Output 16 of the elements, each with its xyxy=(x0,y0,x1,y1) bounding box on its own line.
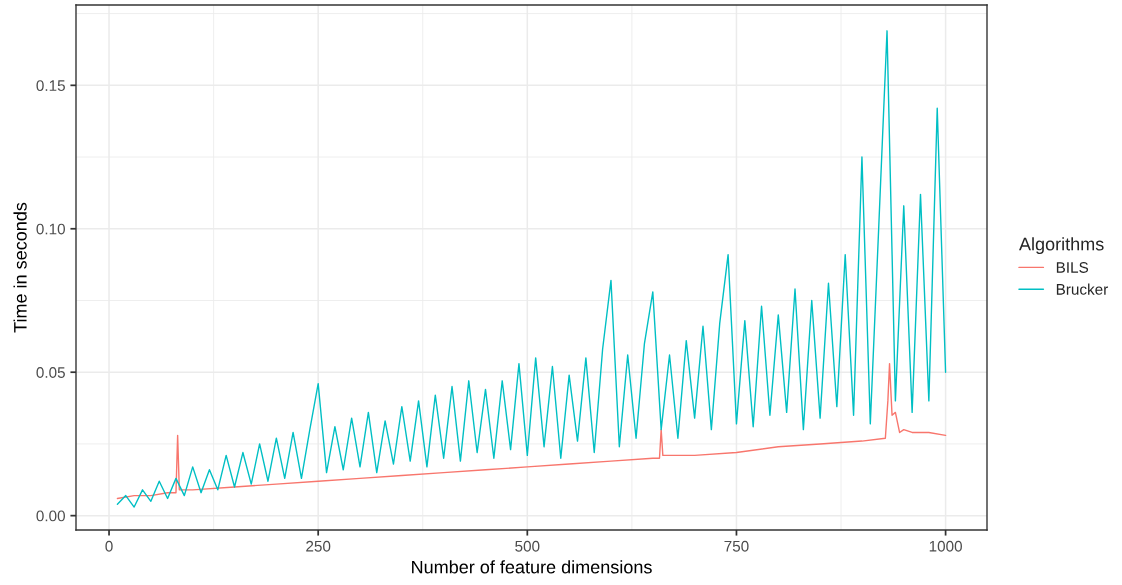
legend-title: Algorithms xyxy=(1019,237,1104,255)
x-tick-label: 500 xyxy=(515,540,540,552)
x-tick-label: 0 xyxy=(105,540,113,552)
legend-label: BILS xyxy=(1056,262,1089,273)
y-tick-label: 0.10 xyxy=(36,223,65,235)
y-axis-title: Time in seconds xyxy=(13,202,27,333)
legend-label: Brucker xyxy=(1056,283,1109,295)
x-axis-title: Number of feature dimensions xyxy=(412,560,652,574)
line-series xyxy=(116,30,947,508)
x-tick-label: 750 xyxy=(724,540,749,552)
y-tick-label: 0.15 xyxy=(36,80,65,92)
x-tick-label: 250 xyxy=(306,540,331,552)
y-tick-label: 0.00 xyxy=(36,510,65,522)
line-series xyxy=(116,362,947,500)
x-tick-label: 1000 xyxy=(929,540,962,552)
y-tick-label: 0.05 xyxy=(36,367,65,378)
